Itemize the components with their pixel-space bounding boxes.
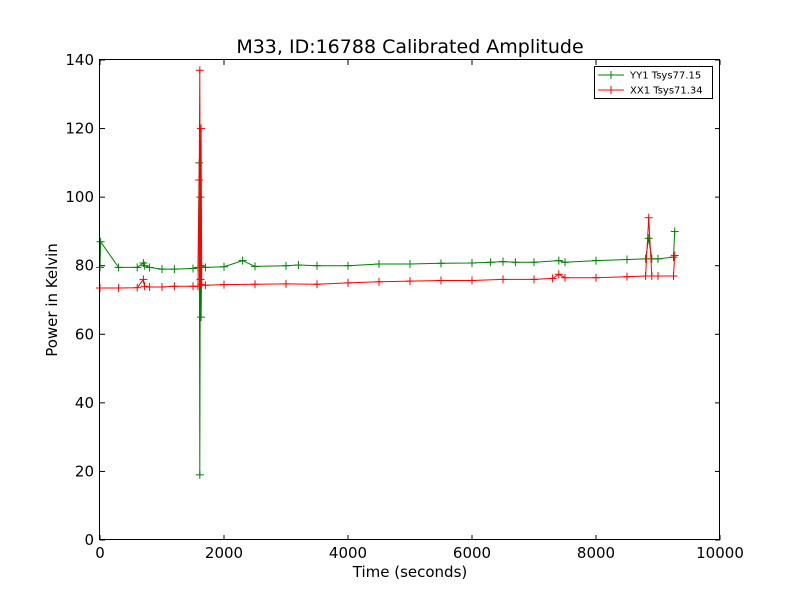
legend-label: YY1 Tsys77.15	[629, 71, 701, 82]
data-point	[238, 256, 247, 265]
x-tick-label: 8000	[577, 544, 615, 562]
data-point	[196, 275, 205, 284]
data-point	[189, 264, 197, 273]
data-point	[437, 259, 445, 268]
data-point	[669, 272, 678, 280]
data-point	[499, 275, 507, 284]
legend-label: XX1 Tsys71.34	[630, 86, 703, 97]
data-point	[654, 272, 662, 280]
y-axis-label: Power in Kelvin	[43, 243, 61, 357]
data-point	[313, 261, 321, 270]
legend: YY1 Tsys77.15 XX1 Tsys71.34	[594, 66, 713, 99]
data-point	[313, 280, 321, 289]
chart-title: M33, ID:16788 Calibrated Amplitude	[236, 36, 583, 58]
data-point	[344, 261, 352, 270]
data-point	[670, 251, 679, 260]
data-point	[592, 273, 600, 282]
data-point	[468, 276, 476, 285]
data-point	[561, 258, 569, 267]
y-tick-label: 120	[65, 120, 94, 138]
data-point	[197, 313, 206, 322]
y-tick-label: 100	[65, 188, 94, 206]
data-point	[623, 272, 631, 281]
data-point	[139, 275, 148, 284]
legend-box	[594, 66, 713, 99]
data-point	[145, 282, 154, 291]
data-point	[96, 237, 105, 246]
x-tick-label: 4000	[329, 544, 367, 562]
x-tick-label: 6000	[453, 544, 491, 562]
x-tick-label: 0	[95, 544, 105, 562]
axis-ticks: 0 2000 4000 6000 8000 10000 0 20 40 60 80 100 120 140	[65, 51, 744, 562]
data-point	[437, 276, 445, 285]
data-point	[592, 256, 600, 265]
x-axis-label: Time (seconds)	[352, 563, 468, 581]
y-tick-label: 20	[75, 462, 94, 480]
data-point	[201, 281, 210, 290]
data-point	[114, 263, 123, 272]
data-point	[220, 280, 228, 289]
data-point	[644, 213, 653, 222]
data-point	[654, 254, 662, 263]
data-point	[201, 263, 210, 272]
y-tick-label: 140	[65, 51, 94, 69]
legend-entry: XX1 Tsys71.34	[598, 86, 703, 97]
data-point	[669, 253, 678, 262]
data-point	[133, 263, 142, 272]
data-point	[468, 258, 476, 267]
y-tick-label: 80	[75, 257, 94, 275]
legend-entry: YY1 Tsys77.15	[598, 71, 701, 82]
data-point	[623, 255, 631, 264]
data-point	[282, 279, 290, 288]
x-tick-label: 10000	[696, 544, 744, 562]
data-point	[170, 265, 179, 274]
data-point	[170, 282, 179, 291]
data-point	[145, 263, 154, 272]
data-point	[644, 234, 653, 243]
data-point	[133, 283, 142, 292]
data-point	[530, 275, 538, 284]
data-point	[554, 270, 563, 279]
data-point	[554, 256, 563, 265]
data-point	[406, 277, 414, 286]
data-point	[561, 273, 569, 282]
data-point	[140, 282, 149, 291]
data-point	[193, 282, 202, 291]
y-tick-label: 40	[75, 394, 94, 412]
data-point	[251, 280, 259, 289]
data-point	[158, 282, 166, 291]
data-point	[140, 261, 149, 270]
data-point	[251, 262, 259, 271]
data-point	[197, 124, 206, 133]
series-0	[96, 158, 679, 479]
data-point	[195, 470, 204, 479]
data-point	[486, 258, 495, 267]
data-point	[197, 280, 206, 289]
data-point	[548, 274, 557, 283]
data-point	[499, 257, 507, 266]
plot-area	[96, 66, 679, 479]
data-point	[195, 66, 204, 75]
data-point	[220, 262, 228, 271]
data-point	[406, 260, 414, 268]
data-point	[158, 265, 166, 274]
y-tick-label: 0	[84, 531, 94, 549]
data-point	[375, 277, 383, 286]
data-point	[114, 284, 123, 292]
plot-frame	[99, 59, 720, 540]
data-point	[670, 227, 679, 236]
data-point	[294, 261, 303, 270]
y-tick-label: 60	[75, 325, 94, 343]
x-tick-label: 2000	[205, 544, 243, 562]
data-point	[282, 261, 290, 270]
data-point	[375, 260, 383, 268]
data-point	[344, 278, 352, 287]
data-point	[511, 258, 520, 267]
series-1	[96, 66, 679, 292]
data-point	[530, 258, 538, 267]
data-point	[195, 176, 204, 184]
